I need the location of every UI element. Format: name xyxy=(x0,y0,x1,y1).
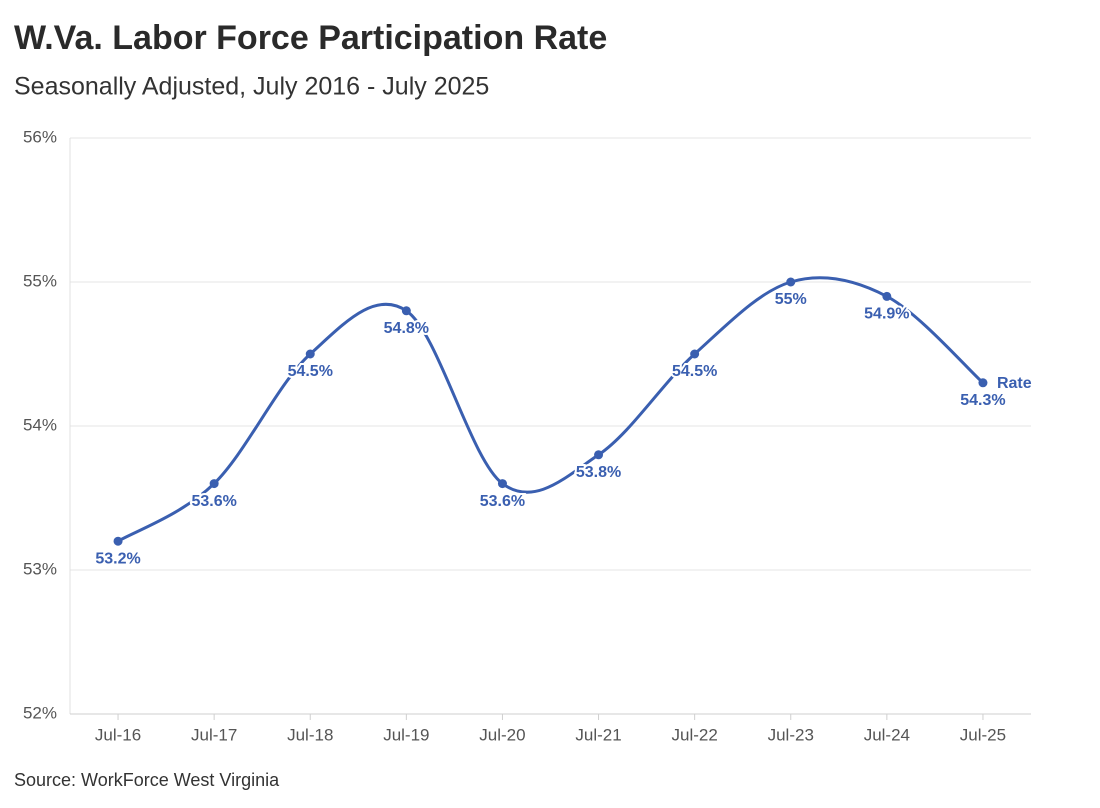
y-tick-label: 54% xyxy=(23,415,57,434)
x-tick-label: Jul-18 xyxy=(287,725,333,744)
value-label: 54.5% xyxy=(672,363,717,380)
y-tick-label: 52% xyxy=(23,703,57,722)
legend-label: Rate xyxy=(997,375,1032,392)
value-label: 54.8% xyxy=(384,320,429,337)
point xyxy=(113,536,123,546)
x-tick-label: Jul-16 xyxy=(95,725,141,744)
x-tick-label: Jul-22 xyxy=(671,725,717,744)
point xyxy=(209,479,219,489)
x-tick-label: Jul-23 xyxy=(768,725,814,744)
value-label: 54.3% xyxy=(960,392,1005,409)
point xyxy=(305,349,315,359)
x-tick-label: Jul-21 xyxy=(575,725,621,744)
point xyxy=(401,306,411,316)
y-tick-label: 56% xyxy=(23,127,57,146)
value-label: 53.6% xyxy=(191,493,236,510)
x-tick-label: Jul-25 xyxy=(960,725,1006,744)
point xyxy=(882,291,892,301)
y-tick-label: 55% xyxy=(23,271,57,290)
x-tick-label: Jul-24 xyxy=(864,725,910,744)
point xyxy=(786,277,796,287)
line xyxy=(116,276,985,543)
point xyxy=(690,349,700,359)
chart-title: W.Va. Labor Force Participation Rate xyxy=(14,19,607,57)
value-label: 53.6% xyxy=(480,493,525,510)
chart-subtitle: Seasonally Adjusted, July 2016 - July 20… xyxy=(14,73,489,101)
value-label: 53.2% xyxy=(95,550,140,567)
point xyxy=(978,378,988,388)
point xyxy=(497,479,507,489)
source-note: Source: WorkForce West Virginia xyxy=(14,770,280,790)
point xyxy=(594,450,604,460)
value-label: 54.9% xyxy=(864,306,909,323)
x-tick-label: Jul-20 xyxy=(479,725,525,744)
y-tick-label: 53% xyxy=(23,559,57,578)
x-tick-label: Jul-19 xyxy=(383,725,429,744)
value-label: 54.5% xyxy=(288,363,333,380)
value-label: 55% xyxy=(775,291,807,308)
value-label: 53.8% xyxy=(576,464,621,481)
x-tick-label: Jul-17 xyxy=(191,725,237,744)
